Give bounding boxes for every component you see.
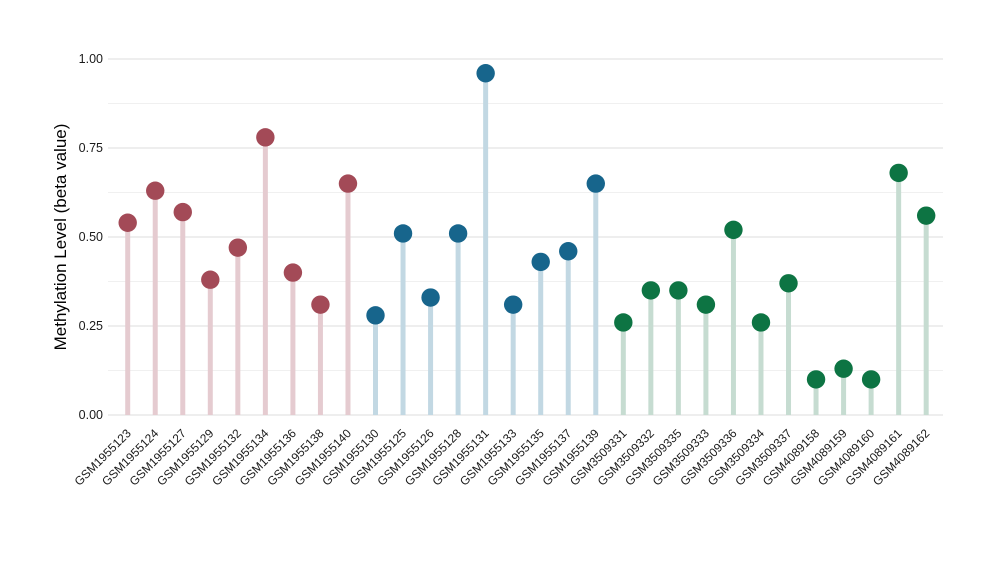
lollipop <box>256 128 275 415</box>
lollipop <box>696 295 716 415</box>
gridlines <box>108 58 943 416</box>
lollipop-dot <box>366 306 385 325</box>
lollipop <box>614 313 633 415</box>
lollipop <box>448 224 468 415</box>
lollipop-dot <box>834 359 853 378</box>
lollipop-dot <box>531 252 550 272</box>
lollipop-dot <box>448 224 468 243</box>
lollipop-dot <box>806 370 826 389</box>
lollipop-dot <box>283 263 303 282</box>
lollipop <box>118 213 137 415</box>
lollipop <box>228 238 248 415</box>
lollipop-dot <box>201 270 220 289</box>
lollipop <box>173 202 192 415</box>
lollipop-dot <box>614 313 633 332</box>
lollipop <box>916 206 936 415</box>
lollipop <box>476 64 495 415</box>
lollipop-dot <box>696 295 716 314</box>
lollipop-dot <box>146 181 165 200</box>
y-axis-tick-labels: 0.00 0.25 0.50 0.75 1.00 <box>79 52 103 422</box>
lollipop-dot <box>338 174 358 193</box>
lollipop <box>393 224 413 415</box>
y-tick-label: 1.00 <box>79 52 103 66</box>
lollipop-dot <box>751 313 771 332</box>
lollipop <box>146 181 165 415</box>
lollipop-dot <box>779 274 798 293</box>
lollipop <box>834 359 853 415</box>
lollipop-dot <box>476 64 495 83</box>
lollipop-dot <box>393 224 413 243</box>
lollipop-dot <box>173 202 192 222</box>
y-tick-label: 0.25 <box>79 319 103 333</box>
lollipop <box>559 242 578 415</box>
lollipop <box>889 163 908 415</box>
lollipop-dot <box>641 281 661 300</box>
lollipop <box>586 174 605 415</box>
lollipop-dot <box>118 213 137 232</box>
lollipop-dot <box>311 295 330 314</box>
lollipop <box>311 295 330 415</box>
lollipop-dot <box>889 163 908 183</box>
y-tick-label: 0.00 <box>79 408 103 422</box>
lollipop-dot <box>256 128 275 147</box>
lollipop <box>861 370 881 415</box>
lollipop <box>641 281 661 415</box>
lollipop-dot <box>669 281 688 300</box>
lollipop-dot <box>916 206 936 225</box>
lollipop <box>779 274 798 415</box>
y-tick-label: 0.50 <box>79 230 103 244</box>
lollipop <box>751 313 771 415</box>
lollipop-dot <box>586 174 605 193</box>
lollipop-dot <box>421 288 440 307</box>
lollipop <box>531 252 550 415</box>
lollipop-dot <box>559 242 578 261</box>
lollipop <box>201 270 220 415</box>
lollipop <box>669 281 688 415</box>
y-axis-title: Methylation Level (beta value) <box>51 124 70 351</box>
lollipops <box>118 64 936 415</box>
x-axis-tick-labels: GSM1955123GSM1955124GSM1955127GSM1955129… <box>72 426 933 488</box>
lollipop <box>338 174 358 415</box>
lollipop <box>503 295 523 415</box>
lollipop-dot <box>503 295 523 314</box>
lollipop-dot <box>228 238 248 257</box>
lollipop-dot <box>724 220 743 240</box>
lollipop <box>421 288 440 415</box>
lollipop-dot <box>861 370 881 389</box>
lollipop <box>283 263 303 415</box>
lollipop <box>366 306 385 415</box>
lollipop <box>806 370 826 415</box>
lollipop <box>724 220 743 415</box>
y-tick-label: 0.75 <box>79 141 103 155</box>
